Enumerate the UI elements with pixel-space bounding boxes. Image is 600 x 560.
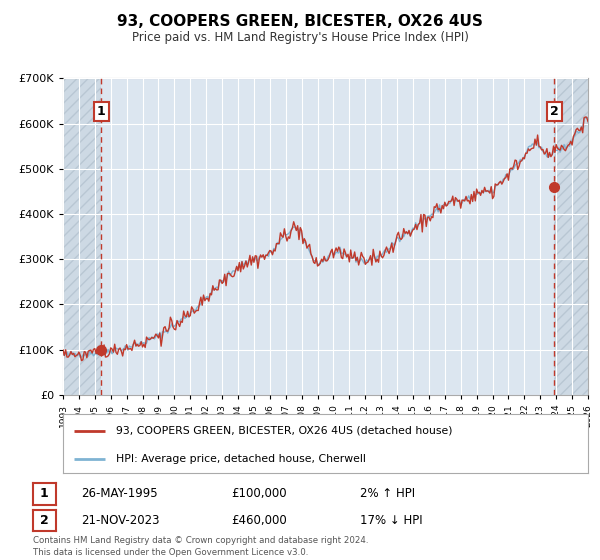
Text: £100,000: £100,000 [231,487,287,501]
Text: Price paid vs. HM Land Registry's House Price Index (HPI): Price paid vs. HM Land Registry's House … [131,31,469,44]
Text: This data is licensed under the Open Government Licence v3.0.: This data is licensed under the Open Gov… [33,548,308,557]
Text: 21-NOV-2023: 21-NOV-2023 [81,514,160,528]
Text: 93, COOPERS GREEN, BICESTER, OX26 4US (detached house): 93, COOPERS GREEN, BICESTER, OX26 4US (d… [115,426,452,436]
Text: 17% ↓ HPI: 17% ↓ HPI [360,514,422,528]
Bar [554,78,588,395]
Bar [63,78,101,395]
Text: HPI: Average price, detached house, Cherwell: HPI: Average price, detached house, Cher… [115,454,365,464]
Text: 1: 1 [40,487,49,501]
Text: 2% ↑ HPI: 2% ↑ HPI [360,487,415,501]
Text: 1: 1 [97,105,106,118]
Text: Contains HM Land Registry data © Crown copyright and database right 2024.: Contains HM Land Registry data © Crown c… [33,536,368,545]
Text: 26-MAY-1995: 26-MAY-1995 [81,487,158,501]
Text: 93, COOPERS GREEN, BICESTER, OX26 4US: 93, COOPERS GREEN, BICESTER, OX26 4US [117,14,483,29]
Text: 2: 2 [40,514,49,528]
Text: 2: 2 [550,105,559,118]
Text: £460,000: £460,000 [231,514,287,528]
